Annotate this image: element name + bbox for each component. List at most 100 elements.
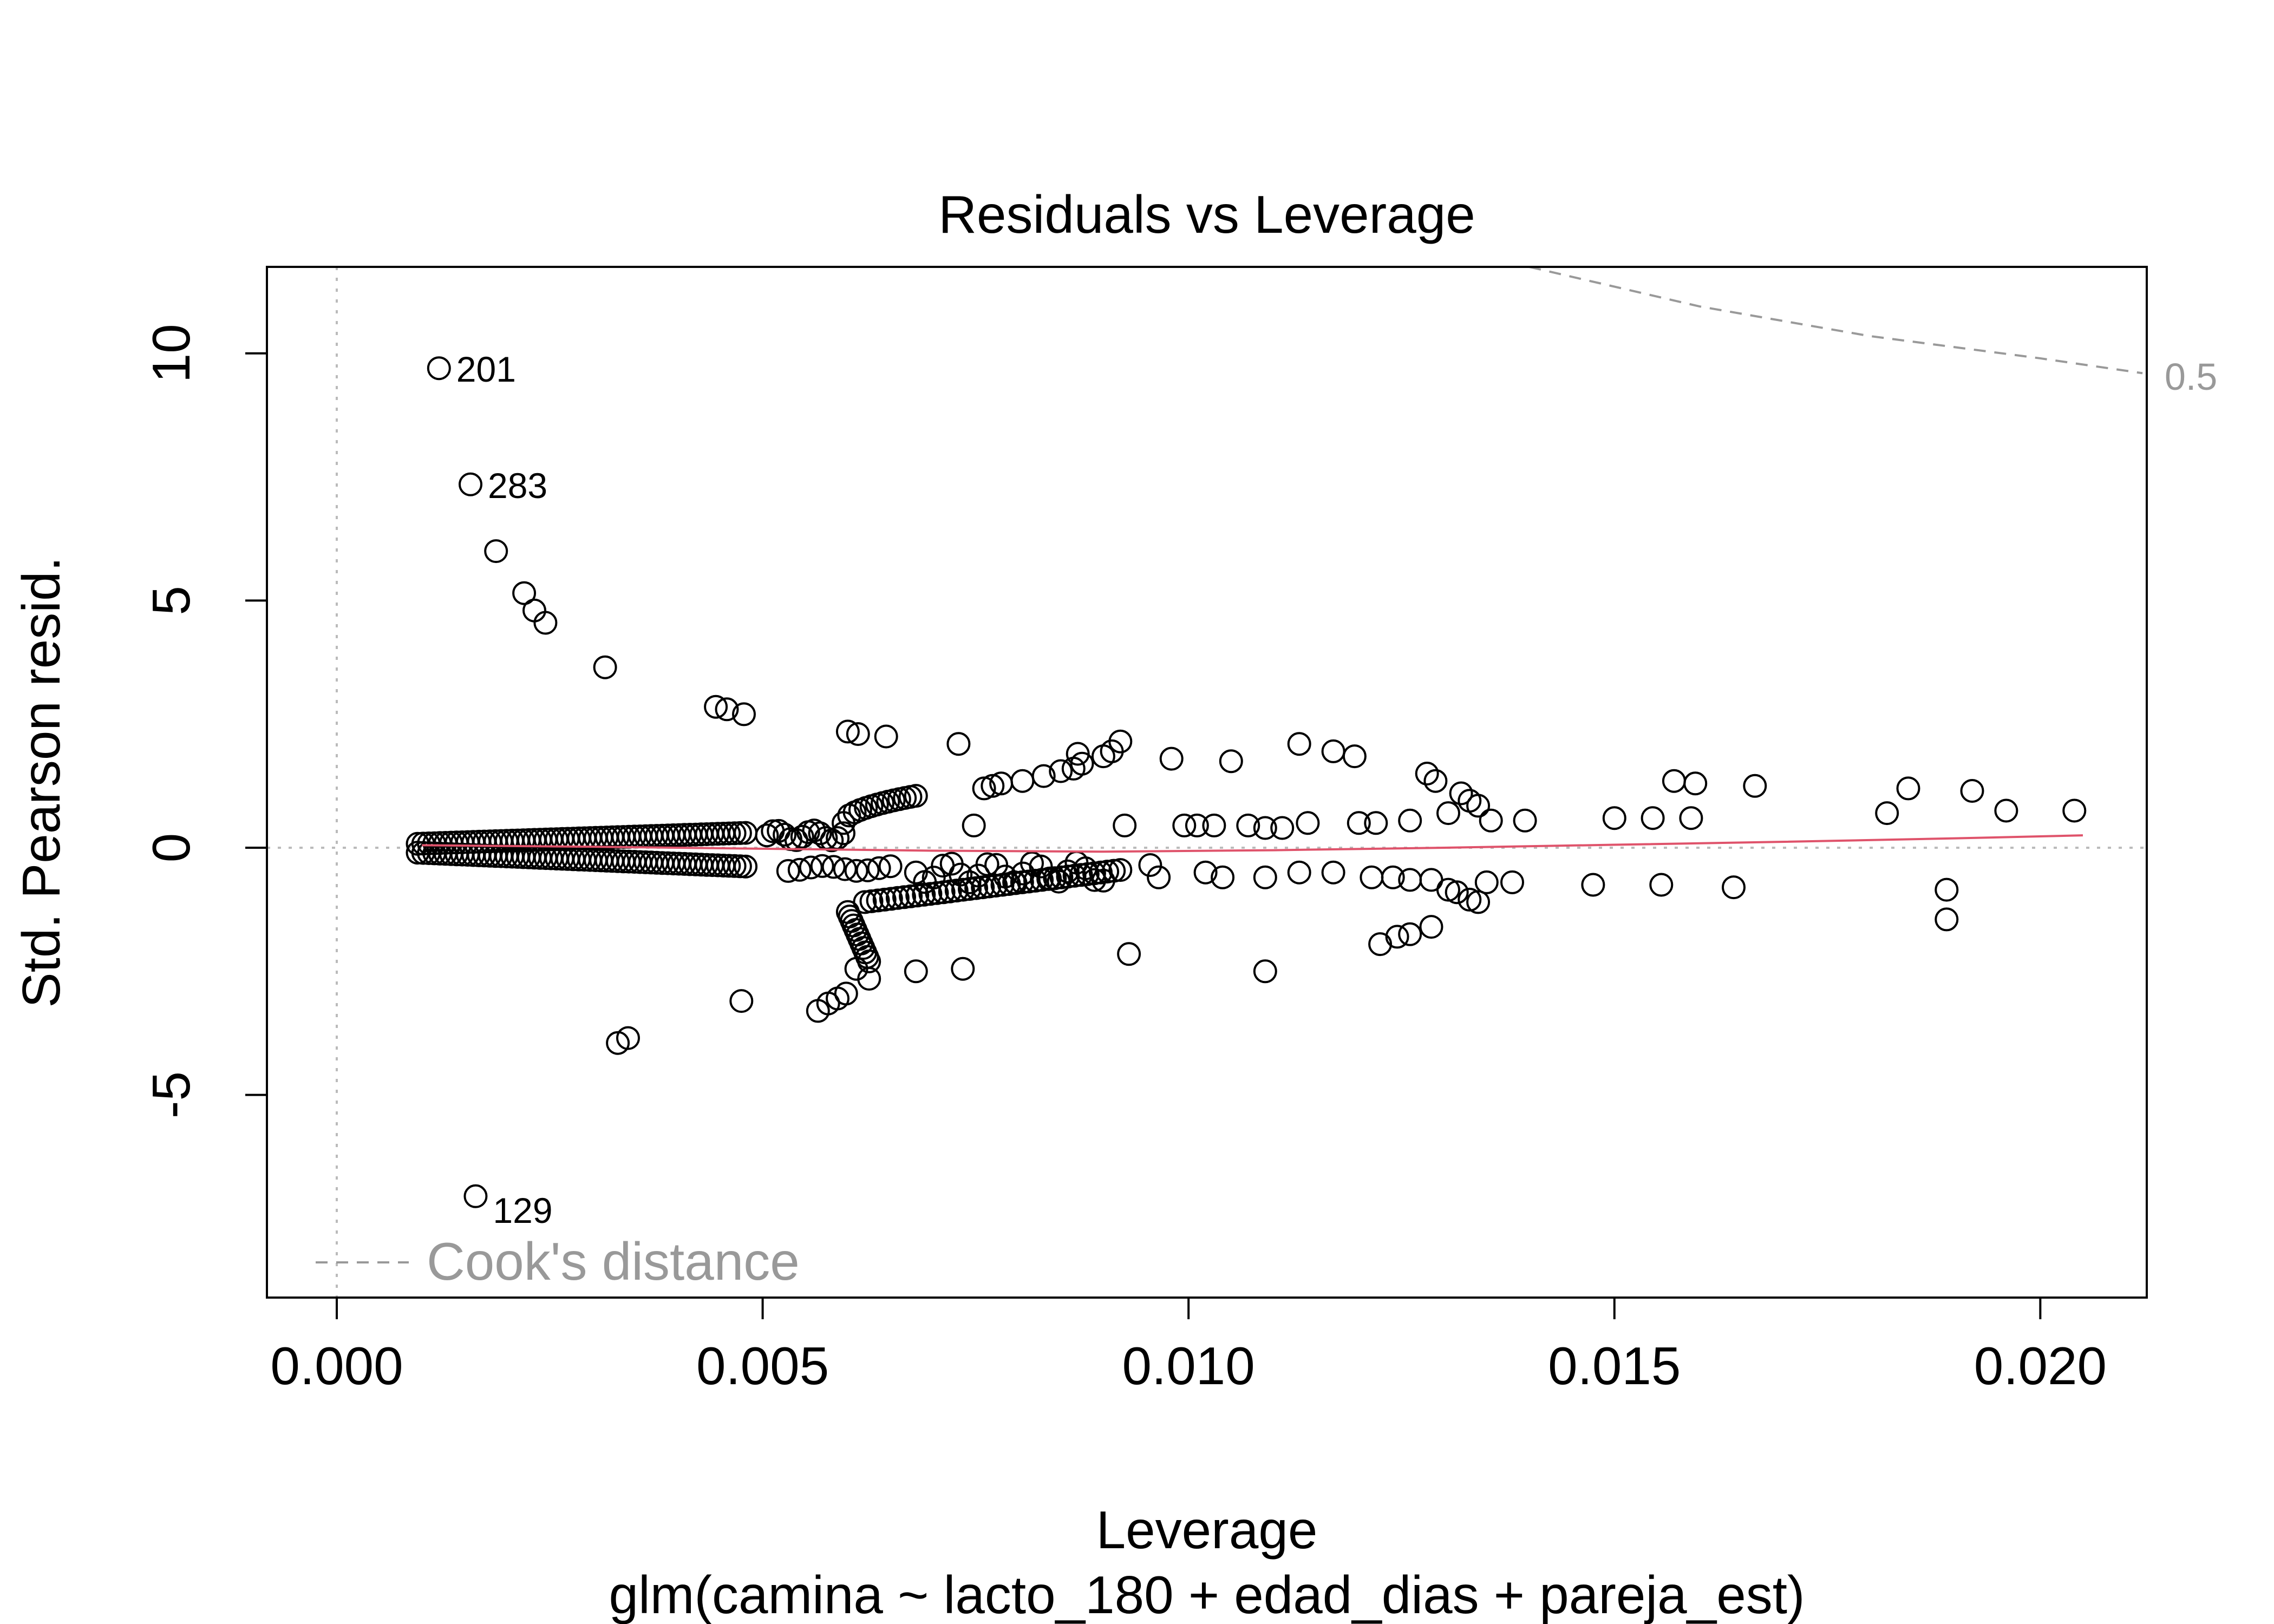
data-point xyxy=(810,854,834,878)
data-point xyxy=(1055,859,1080,883)
data-point xyxy=(1066,742,1090,766)
data-point xyxy=(1935,878,1959,902)
data-point xyxy=(962,813,986,837)
data-point xyxy=(1287,732,1311,756)
data-point xyxy=(1296,811,1320,835)
data-point xyxy=(874,724,898,749)
data-point xyxy=(885,886,910,910)
data-point xyxy=(866,888,890,913)
chart-title: Residuals vs Leverage xyxy=(938,185,1475,244)
data-point xyxy=(704,695,728,719)
data-point xyxy=(1500,870,1524,894)
data-point xyxy=(512,581,537,605)
data-point xyxy=(1253,816,1277,840)
data-point xyxy=(1159,746,1184,771)
data-point xyxy=(1029,854,1053,879)
data-point xyxy=(904,784,928,808)
data-point xyxy=(1138,853,1162,877)
x-axis-label: Leverage xyxy=(1096,1500,1318,1560)
smooth-trend-line xyxy=(422,834,2083,853)
data-point xyxy=(722,854,747,878)
data-point xyxy=(1479,808,1503,833)
data-point xyxy=(853,890,877,914)
data-point xyxy=(1002,870,1027,894)
data-point xyxy=(1010,769,1035,793)
data-point xyxy=(728,821,752,845)
data-point xyxy=(951,878,975,902)
data-point xyxy=(958,877,982,901)
x-tick-label: 0.005 xyxy=(696,1336,829,1396)
data-point xyxy=(944,879,969,903)
point-label-283: 283 xyxy=(488,466,547,506)
x-tick-label: 0.000 xyxy=(270,1336,403,1396)
data-point xyxy=(1679,806,1703,830)
data-points-layer xyxy=(406,356,2087,1208)
data-point xyxy=(821,855,846,879)
data-point xyxy=(522,598,546,623)
data-point xyxy=(892,885,916,909)
data-point xyxy=(1581,873,1605,897)
data-point xyxy=(1270,816,1295,840)
data-point xyxy=(1069,863,1093,887)
data-point xyxy=(1253,865,1277,889)
data-point xyxy=(964,876,989,900)
data-point xyxy=(899,884,923,908)
data-point xyxy=(1185,813,1209,837)
data-point xyxy=(1049,759,1073,783)
data-point xyxy=(975,852,999,876)
data-point xyxy=(867,856,891,880)
data-point xyxy=(1875,801,1899,826)
data-point xyxy=(846,722,870,746)
data-point xyxy=(808,821,832,846)
x-tick-label: 0.020 xyxy=(1974,1336,2107,1396)
data-point xyxy=(1513,808,1537,833)
y-tick-label: -5 xyxy=(141,1071,201,1118)
data-point xyxy=(837,803,861,828)
data-point xyxy=(1419,915,1443,939)
data-point xyxy=(918,882,943,906)
data-point xyxy=(938,879,962,903)
data-point xyxy=(1896,776,1920,801)
data-point xyxy=(1449,781,1473,806)
data-point xyxy=(732,702,756,726)
data-point xyxy=(872,887,897,912)
data-point xyxy=(484,539,508,564)
data-point xyxy=(734,854,758,879)
data-point xyxy=(1287,860,1311,885)
data-point xyxy=(1436,801,1460,826)
data-point xyxy=(878,854,903,879)
data-point xyxy=(1113,813,1137,837)
data-point xyxy=(857,967,881,991)
data-point xyxy=(844,859,868,883)
data-point xyxy=(616,1026,640,1050)
data-point xyxy=(1602,806,1626,830)
data-point xyxy=(1381,865,1405,889)
data-point xyxy=(729,989,754,1013)
data-point xyxy=(799,855,823,880)
cooks-distance-contour xyxy=(1528,267,2143,375)
data-point xyxy=(946,732,971,756)
data-point xyxy=(1117,942,1141,966)
data-point xyxy=(1321,739,1345,763)
data-point xyxy=(1662,769,1686,793)
reference-lines-layer xyxy=(267,267,2147,1298)
data-point xyxy=(1147,865,1171,889)
data-point xyxy=(1253,959,1277,984)
data-point xyxy=(1649,873,1674,897)
data-point xyxy=(773,822,797,847)
data-point xyxy=(1641,806,1665,830)
data-point xyxy=(1031,764,1056,788)
data-point xyxy=(949,862,973,887)
data-point xyxy=(981,774,1005,798)
data-point xyxy=(922,866,946,890)
data-point xyxy=(722,821,747,846)
labeled-data-point-201 xyxy=(427,356,451,381)
data-point xyxy=(1342,744,1367,769)
data-point xyxy=(728,854,752,879)
data-point xyxy=(1722,875,1746,900)
legend: Cook's distance xyxy=(316,1232,800,1291)
data-point xyxy=(1082,868,1107,892)
data-point xyxy=(951,957,975,981)
data-point xyxy=(1010,870,1034,894)
